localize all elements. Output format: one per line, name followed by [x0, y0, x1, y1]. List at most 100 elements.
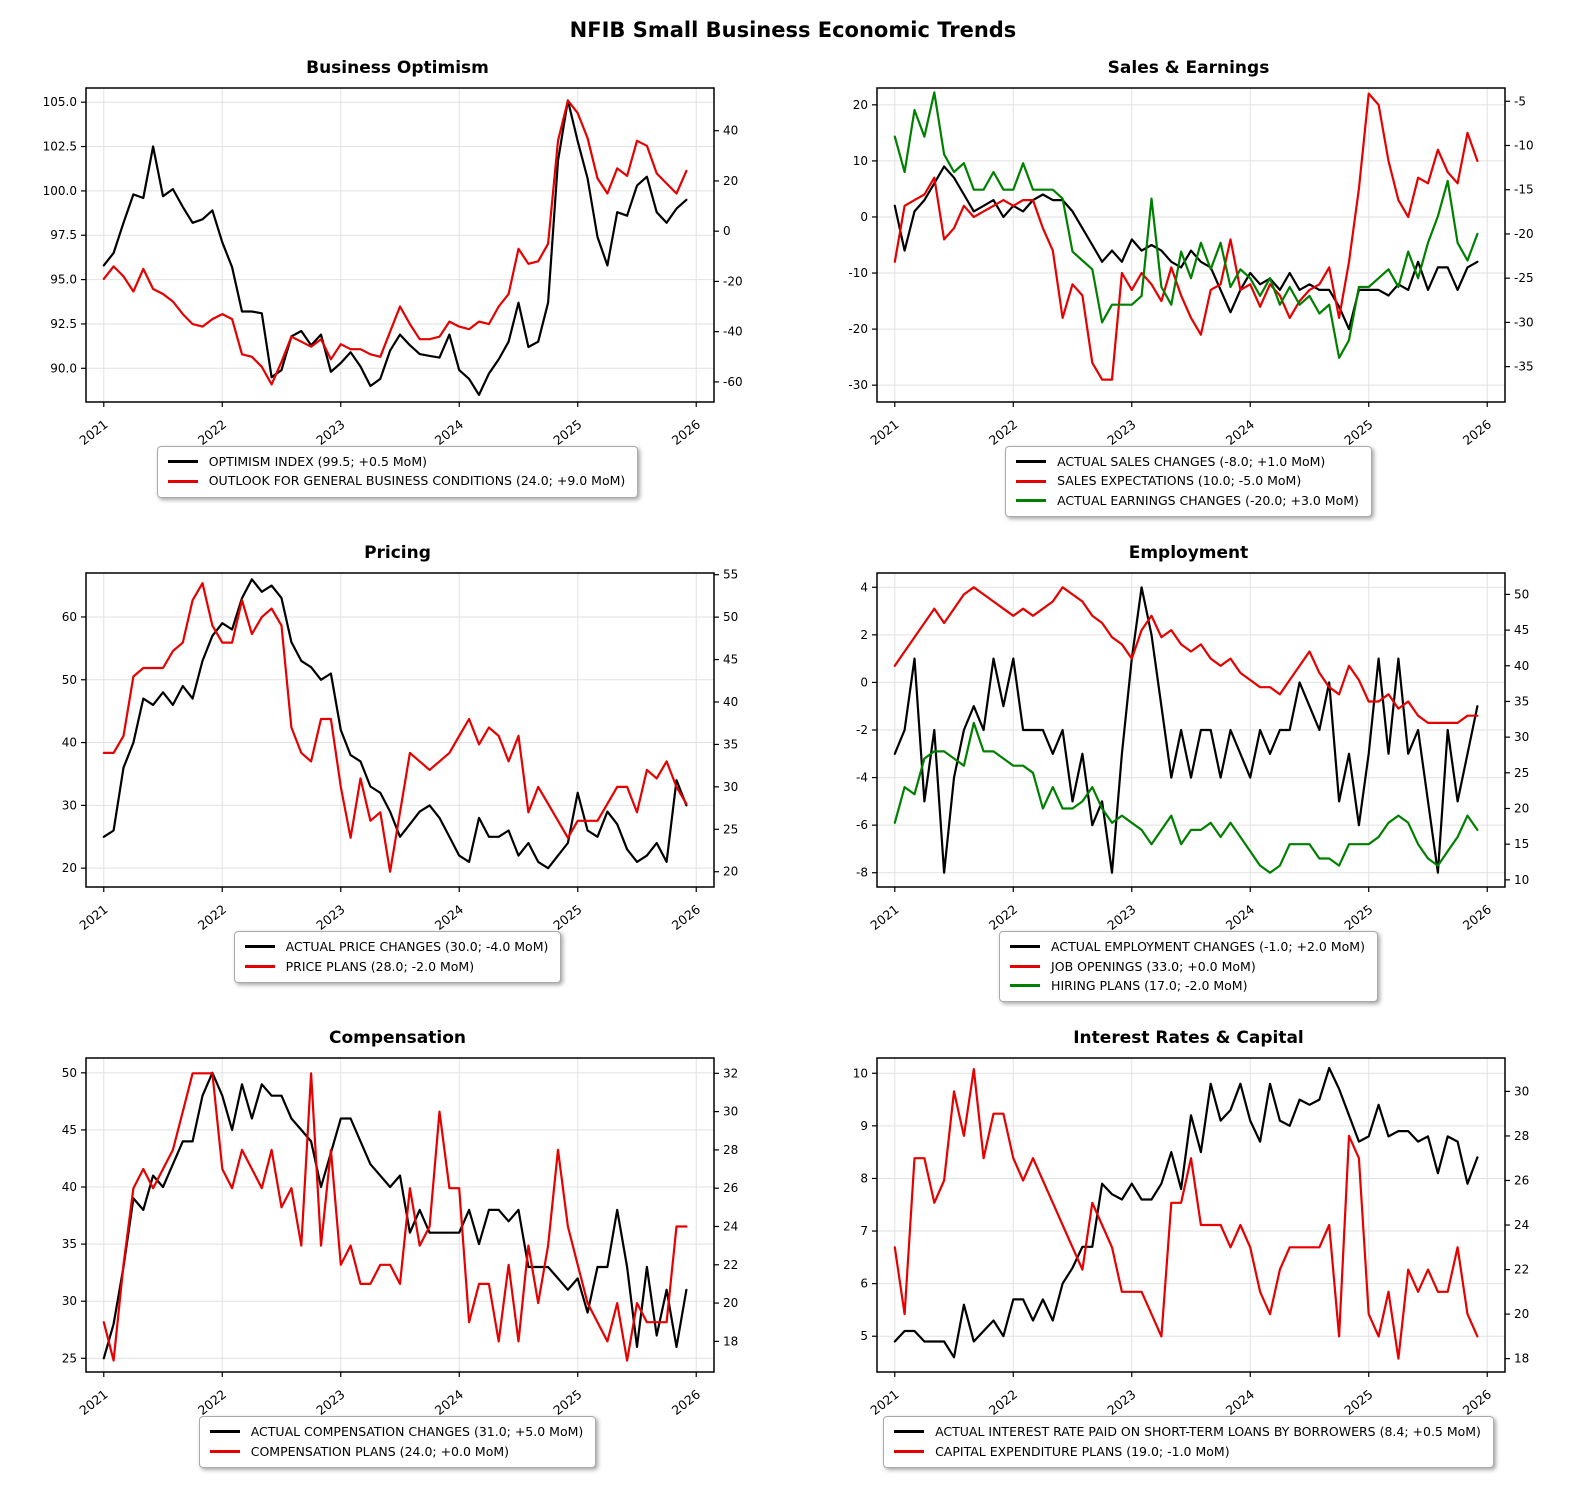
- x-axis-label: 2025: [550, 902, 584, 933]
- legend-label: ACTUAL PRICE CHANGES (30.0; -4.0 MoM): [285, 939, 549, 955]
- legend-label: OUTLOOK FOR GENERAL BUSINESS CONDITIONS …: [208, 473, 626, 489]
- series-line-price-plans: [102, 582, 688, 873]
- left-axis-tick: -8: [856, 866, 868, 880]
- legend-pricing: ACTUAL PRICE CHANGES (30.0; -4.0 MoM) PRI…: [233, 931, 562, 983]
- left-axis-tick: 6: [860, 1277, 868, 1291]
- left-axis-tick: 102.5: [42, 140, 76, 154]
- x-axis-label: 2025: [1341, 1387, 1375, 1418]
- legend-line-swatch: [167, 479, 198, 483]
- legend-item: CAPITAL EXPENDITURE PLANS (19.0; -1.0 Mo…: [894, 1442, 1481, 1461]
- left-axis-tick: 10: [852, 1067, 867, 1081]
- right-axis-tick: 30: [1514, 1085, 1529, 1099]
- right-axis-tick: 30: [723, 1105, 738, 1119]
- legend-line-swatch: [1016, 460, 1047, 464]
- legend-line-swatch: [1010, 945, 1041, 949]
- right-axis-tick: 50: [723, 610, 738, 624]
- panel-sales-earnings: Sales & Earnings -30 -20 -10 0 10 20 -35 -30 -25-…: [801, 56, 1576, 535]
- legend-item: JOB OPENINGS (33.0; +0.0 MoM): [1010, 957, 1365, 976]
- x-axis-label: 2023: [313, 902, 347, 933]
- x-axis-label: 2024: [1222, 902, 1256, 933]
- panel-title: Employment: [1128, 543, 1249, 564]
- right-axis-tick: 45: [723, 653, 738, 667]
- x-axis-label: 2024: [431, 1387, 465, 1418]
- figure-title: NFIB Small Business Economic Trends: [569, 18, 1017, 42]
- right-axis-tick: 25: [1514, 766, 1529, 780]
- x-axis-label: 2022: [985, 1387, 1019, 1418]
- x-axis-label: 2024: [1222, 417, 1256, 448]
- legend-label: ACTUAL EMPLOYMENT CHANGES (-1.0; +2.0 Mo…: [1051, 939, 1365, 955]
- right-axis-tick: 0: [723, 224, 731, 238]
- legend-label: JOB OPENINGS (33.0; +0.0 MoM): [1051, 958, 1256, 974]
- left-axis-tick: 8: [860, 1172, 868, 1186]
- x-axis-label: 2026: [1459, 417, 1493, 448]
- right-axis-tick: 20: [723, 865, 738, 879]
- legend-item: HIRING PLANS (17.0; -2.0 MoM): [1010, 976, 1365, 995]
- series-line-actual-interest-rate-paid-on-short-term-loans-by-borrowers: [893, 1067, 1479, 1359]
- legend-compensation: ACTUAL COMPENSATION CHANGES (31.0; +5.0 …: [198, 1416, 597, 1468]
- x-axis-label: 2025: [550, 417, 584, 448]
- legend-line-swatch: [209, 1449, 240, 1453]
- plot-frame: [84, 1057, 715, 1373]
- legend-item: SALES EXPECTATIONS (10.0; -5.0 MoM): [1016, 471, 1359, 490]
- left-axis-tick: 25: [61, 1352, 76, 1366]
- legend-item: PRICE PLANS (28.0; -2.0 MoM): [244, 957, 549, 976]
- right-axis-tick: 28: [723, 1143, 738, 1157]
- right-axis-tick: 40: [1514, 659, 1529, 673]
- right-axis-tick: -35: [1514, 360, 1534, 374]
- panel-title: Sales & Earnings: [1107, 58, 1270, 78]
- legend-item: COMPENSATION PLANS (24.0; +0.0 MoM): [209, 1442, 584, 1461]
- right-axis-tick: -20: [723, 274, 743, 288]
- series-line-actual-earnings-changes: [893, 91, 1479, 359]
- panel-title: Pricing: [364, 543, 431, 564]
- legend-label: ACTUAL EARNINGS CHANGES (-20.0; +3.0 MoM…: [1057, 492, 1359, 508]
- legend-sales-earnings: ACTUAL SALES CHANGES (-8.0; +1.0 MoM) SAL…: [1005, 446, 1372, 518]
- x-axis-label: 2021: [76, 902, 110, 933]
- plot-sales-earnings: -30 -20 -10 0 10 20 -35 -30 -25 -20 -15 -10 -5 2021 20…: [848, 87, 1534, 448]
- right-axis-tick: 22: [723, 1258, 738, 1272]
- right-axis-tick: 25: [723, 822, 738, 836]
- x-axis-label: 2026: [1459, 1387, 1493, 1418]
- series-line-job-openings: [893, 586, 1479, 725]
- legend-item: ACTUAL EMPLOYMENT CHANGES (-1.0; +2.0 Mo…: [1010, 937, 1365, 956]
- series-line-actual-compensation-changes: [102, 1071, 688, 1360]
- series-line-outlook-for-general-business-conditions: [102, 99, 688, 386]
- legend-wrap: ACTUAL EMPLOYMENT CHANGES (-1.0; +2.0 Mo…: [801, 931, 1576, 1003]
- x-axis-label: 2023: [1104, 417, 1138, 448]
- right-axis-tick: 24: [723, 1220, 738, 1234]
- legend-interest-rates-capital: ACTUAL INTEREST RATE PAID ON SHORT-TERM …: [883, 1416, 1494, 1468]
- x-axis-label: 2023: [1104, 902, 1138, 933]
- left-axis-tick: 30: [61, 1294, 76, 1308]
- left-axis-tick: 92.5: [50, 317, 77, 331]
- x-axis-label: 2022: [194, 902, 228, 933]
- left-axis-tick: -4: [856, 771, 868, 785]
- legend-line-swatch: [1016, 498, 1047, 502]
- x-axis-label: 2021: [867, 902, 901, 933]
- series-line-actual-sales-changes: [893, 165, 1479, 331]
- legend-line-swatch: [1010, 984, 1041, 988]
- panel-compensation: Compensation 25 30 35 40 45 50 18 20 22 24 26 28 30 32…: [10, 1026, 785, 1486]
- plot-frame: [875, 87, 1506, 403]
- panel-pricing: Pricing 20 30 40 50 60 20 25 30 35 40 45 50 55 2021 202…: [10, 541, 785, 1020]
- left-axis-tick: 40: [61, 1180, 76, 1194]
- right-axis-tick: 20: [723, 1296, 738, 1310]
- right-axis-tick: -15: [1514, 183, 1534, 197]
- x-axis-label: 2026: [668, 902, 702, 933]
- x-axis-label: 2024: [431, 417, 465, 448]
- x-axis-label: 2021: [76, 417, 110, 448]
- legend-label: OPTIMISM INDEX (99.5; +0.5 MoM): [208, 454, 427, 469]
- legend-item: OUTLOOK FOR GENERAL BUSINESS CONDITIONS …: [167, 471, 626, 490]
- right-axis-tick: 55: [723, 568, 738, 582]
- panel-grid: Business Optimism 90.0 92.5 95.0 97.5 100.0 10…: [0, 56, 1586, 1486]
- x-axis-label: 2024: [431, 902, 465, 933]
- legend-business-optimism: OPTIMISM INDEX (99.5; +0.5 MoM) OUTLOOK F…: [156, 446, 639, 498]
- right-axis-tick: 20: [1514, 1307, 1529, 1321]
- series-line-capital-expenditure-plans: [893, 1068, 1479, 1360]
- left-axis-tick: 50: [61, 1066, 76, 1080]
- left-axis-tick: 95.0: [50, 273, 77, 287]
- x-axis-label: 2025: [1341, 417, 1375, 448]
- right-axis-tick: 40: [723, 695, 738, 709]
- legend-line-swatch: [894, 1449, 925, 1453]
